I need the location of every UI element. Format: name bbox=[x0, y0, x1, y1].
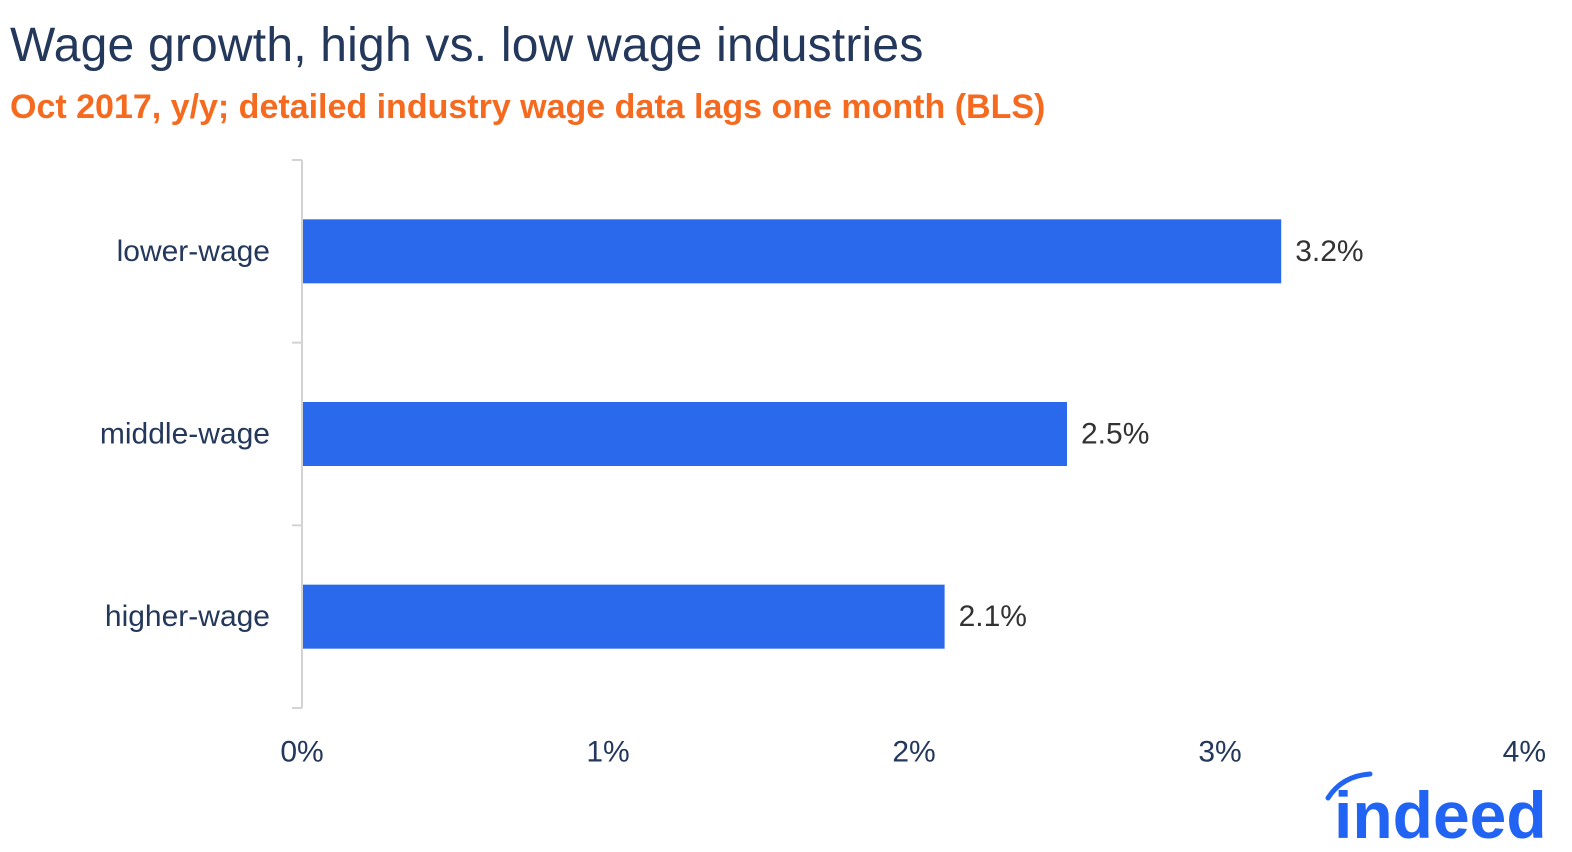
x-tick-label: 2% bbox=[892, 736, 935, 769]
category-label: higher-wage bbox=[105, 600, 270, 633]
bar-higher-wage bbox=[303, 584, 945, 649]
bar-lower-wage bbox=[303, 219, 1282, 284]
data-label: 2.5% bbox=[1081, 418, 1149, 451]
x-tick-label: 0% bbox=[280, 736, 323, 769]
category-label: lower-wage bbox=[117, 235, 270, 268]
x-tick-label: 3% bbox=[1198, 736, 1241, 769]
x-tick-label: 1% bbox=[586, 736, 629, 769]
bars-layer bbox=[303, 219, 1282, 649]
labels-layer: lower-wage 3.2% middle-wage 2.5% higher-wage… bbox=[100, 235, 1546, 769]
data-label: 2.1% bbox=[959, 600, 1027, 633]
indeed-logo-text: indeed bbox=[1334, 778, 1547, 850]
category-label: middle-wage bbox=[100, 418, 270, 451]
chart-subtitle: Oct 2017, y/y; detailed industry wage da… bbox=[10, 88, 1046, 126]
indeed-logo: indeed bbox=[1325, 771, 1547, 850]
axis-layer bbox=[292, 159, 303, 709]
x-tick-label: 4% bbox=[1503, 736, 1546, 769]
bar-middle-wage bbox=[303, 402, 1067, 466]
data-label: 3.2% bbox=[1295, 235, 1363, 268]
chart-title: Wage growth, high vs. low wage industrie… bbox=[10, 19, 924, 72]
